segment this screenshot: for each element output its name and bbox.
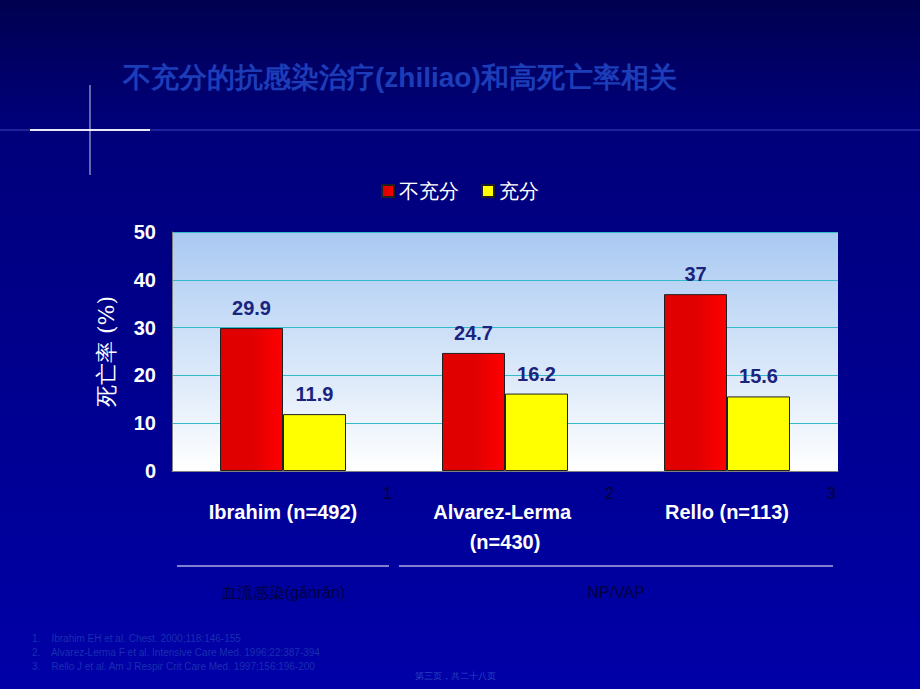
svg-text:(n=430): (n=430) (470, 531, 541, 553)
svg-text:50: 50 (134, 221, 156, 243)
svg-text:3: 3 (827, 485, 836, 502)
svg-text:10: 10 (134, 412, 156, 434)
svg-text:1. Ibrahim EH et al. Chest.: 1. Ibrahim EH et al. Chest. 2000;118:146… (32, 633, 241, 644)
svg-text:11.9: 11.9 (296, 383, 334, 405)
svg-text:0: 0 (145, 460, 156, 482)
svg-text:不充分的抗感染治疗(zhiliao)和高死亡率相关: 不充分的抗感染治疗(zhiliao)和高死亡率相关 (122, 62, 677, 93)
svg-text:Alvarez-Lerma: Alvarez-Lerma (433, 501, 576, 523)
svg-text:20: 20 (134, 364, 156, 386)
svg-text:2: 2 (605, 485, 614, 502)
svg-text:充分: 充分 (499, 180, 539, 202)
svg-text:24.7: 24.7 (454, 322, 493, 344)
svg-text:Rello (n=113): Rello (n=113) (665, 501, 789, 523)
svg-text:NP/VAP: NP/VAP (587, 584, 645, 601)
svg-text:死亡率 (%): 死亡率 (%) (94, 296, 119, 407)
svg-text:第三页，共二十八页: 第三页，共二十八页 (415, 671, 496, 681)
svg-text:血流感染(gǎnrǎn): 血流感染(gǎnrǎn) (221, 584, 345, 601)
svg-text:1: 1 (383, 485, 392, 502)
svg-text:Ibrahim (n=492): Ibrahim (n=492) (209, 501, 357, 523)
svg-text:30: 30 (134, 317, 156, 339)
svg-text:40: 40 (134, 269, 156, 291)
svg-text:15.6: 15.6 (739, 365, 778, 387)
svg-text:3. Rello J et al. Am J Resp: 3. Rello J et al. Am J Respir Crit Care … (32, 661, 315, 672)
svg-text:不充分: 不充分 (399, 180, 459, 202)
svg-text:2. Alvarez-Lerma F et al. I: 2. Alvarez-Lerma F et al. Intensive Care… (32, 647, 320, 658)
svg-text:29.9: 29.9 (232, 297, 271, 319)
svg-text:37: 37 (684, 263, 706, 285)
svg-text:16.2: 16.2 (517, 363, 556, 385)
